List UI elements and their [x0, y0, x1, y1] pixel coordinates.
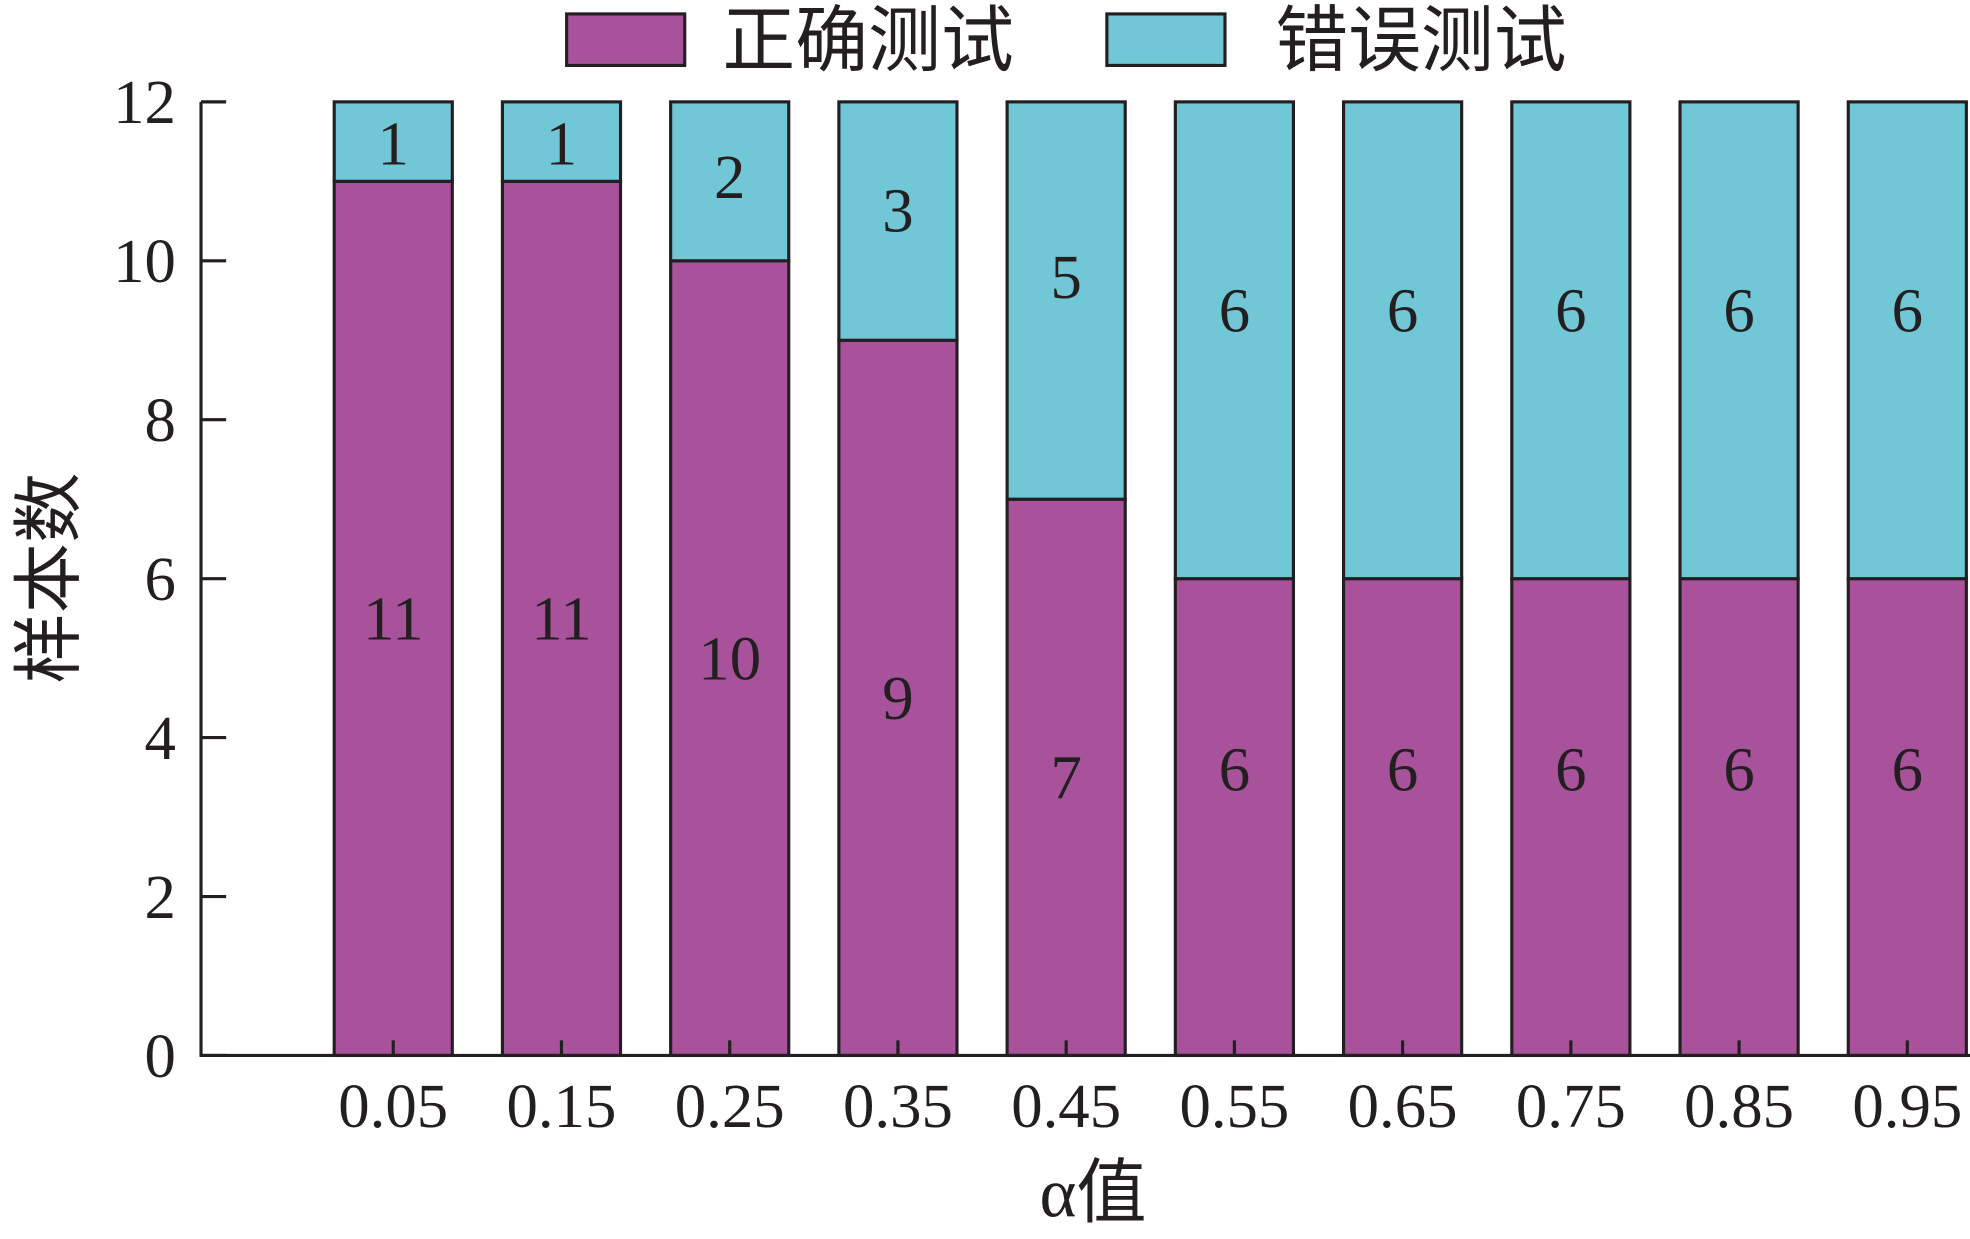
data-label-correct: 6: [1892, 735, 1923, 805]
bar-segment-wrong: [1173, 100, 1296, 581]
y-tick-label: 10: [113, 226, 176, 296]
y-axis-title: 样本数: [11, 473, 89, 684]
data-label-wrong: 5: [1050, 242, 1081, 312]
bar-segment-wrong: [1510, 100, 1632, 581]
data-label-correct: 9: [882, 663, 913, 733]
bar-segment-correct: [1173, 577, 1296, 1058]
x-tick-label: 0.75: [1516, 1071, 1626, 1141]
bar-segment-wrong: [1846, 100, 1968, 581]
bar-segment-wrong: [500, 100, 623, 183]
data-label-correct: 6: [1723, 735, 1754, 805]
y-tick-label: 0: [144, 1021, 175, 1091]
data-label-correct: 6: [1555, 735, 1586, 805]
data-label-correct: 6: [1219, 735, 1250, 805]
data-label-wrong: 6: [1555, 275, 1586, 345]
bar-segment-correct: [332, 179, 454, 1058]
data-label-wrong: 1: [378, 109, 409, 179]
data-label-correct: 10: [698, 623, 761, 693]
bar-segment-wrong: [1005, 100, 1127, 501]
legend: 正确测试 错误测试: [565, 0, 1567, 81]
data-label-wrong: 3: [882, 175, 913, 245]
x-axis-title: α值: [1039, 1154, 1146, 1232]
x-tick-label: 0.55: [1179, 1071, 1289, 1141]
data-label-correct: 6: [1387, 735, 1418, 805]
bar-segment-wrong: [1678, 100, 1800, 581]
x-tick-label: 0.25: [675, 1071, 785, 1141]
y-tick-label: 6: [144, 544, 175, 614]
bar-segment-wrong: [332, 100, 454, 183]
legend-swatch-correct-test: [565, 12, 687, 68]
x-tick-label: 0.45: [1011, 1071, 1121, 1141]
x-tick-label: 0.65: [1348, 1071, 1458, 1141]
bar-segment-correct: [1846, 577, 1968, 1058]
bar-segment-correct: [1510, 577, 1632, 1058]
data-label-correct: 11: [363, 584, 423, 654]
data-label-wrong: 6: [1892, 275, 1923, 345]
y-tick-label: 2: [144, 862, 175, 932]
bar-segment-wrong: [837, 100, 959, 342]
data-label-wrong: 2: [714, 142, 745, 212]
bar-segment-wrong: [669, 100, 791, 263]
legend-swatch-wrong-test: [1105, 12, 1227, 68]
x-tick-label: 0.35: [843, 1071, 953, 1141]
x-tick-label: 0.95: [1852, 1071, 1962, 1141]
legend-label-wrong-test: 错误测试: [1275, 0, 1566, 81]
x-tick-label: 0.15: [507, 1071, 617, 1141]
y-tick-label: 12: [113, 67, 176, 137]
bar-segment-wrong: [1341, 100, 1464, 581]
data-label-correct: 7: [1050, 743, 1081, 813]
y-tick-label: 8: [144, 385, 175, 455]
data-label-wrong: 6: [1387, 275, 1418, 345]
bar-segment-correct: [1678, 577, 1800, 1058]
legend-label-correct-test: 正确测试: [722, 0, 1013, 81]
data-label-wrong: 1: [546, 109, 577, 179]
x-tick-label: 0.05: [338, 1071, 448, 1141]
y-tick-label: 4: [144, 703, 175, 773]
bars: [332, 100, 1968, 1058]
x-tick-label: 0.85: [1684, 1071, 1794, 1141]
data-label-correct: 11: [531, 584, 591, 654]
bar-segment-correct: [1341, 577, 1464, 1058]
data-label-wrong: 6: [1723, 275, 1754, 345]
data-label-wrong: 6: [1219, 275, 1250, 345]
